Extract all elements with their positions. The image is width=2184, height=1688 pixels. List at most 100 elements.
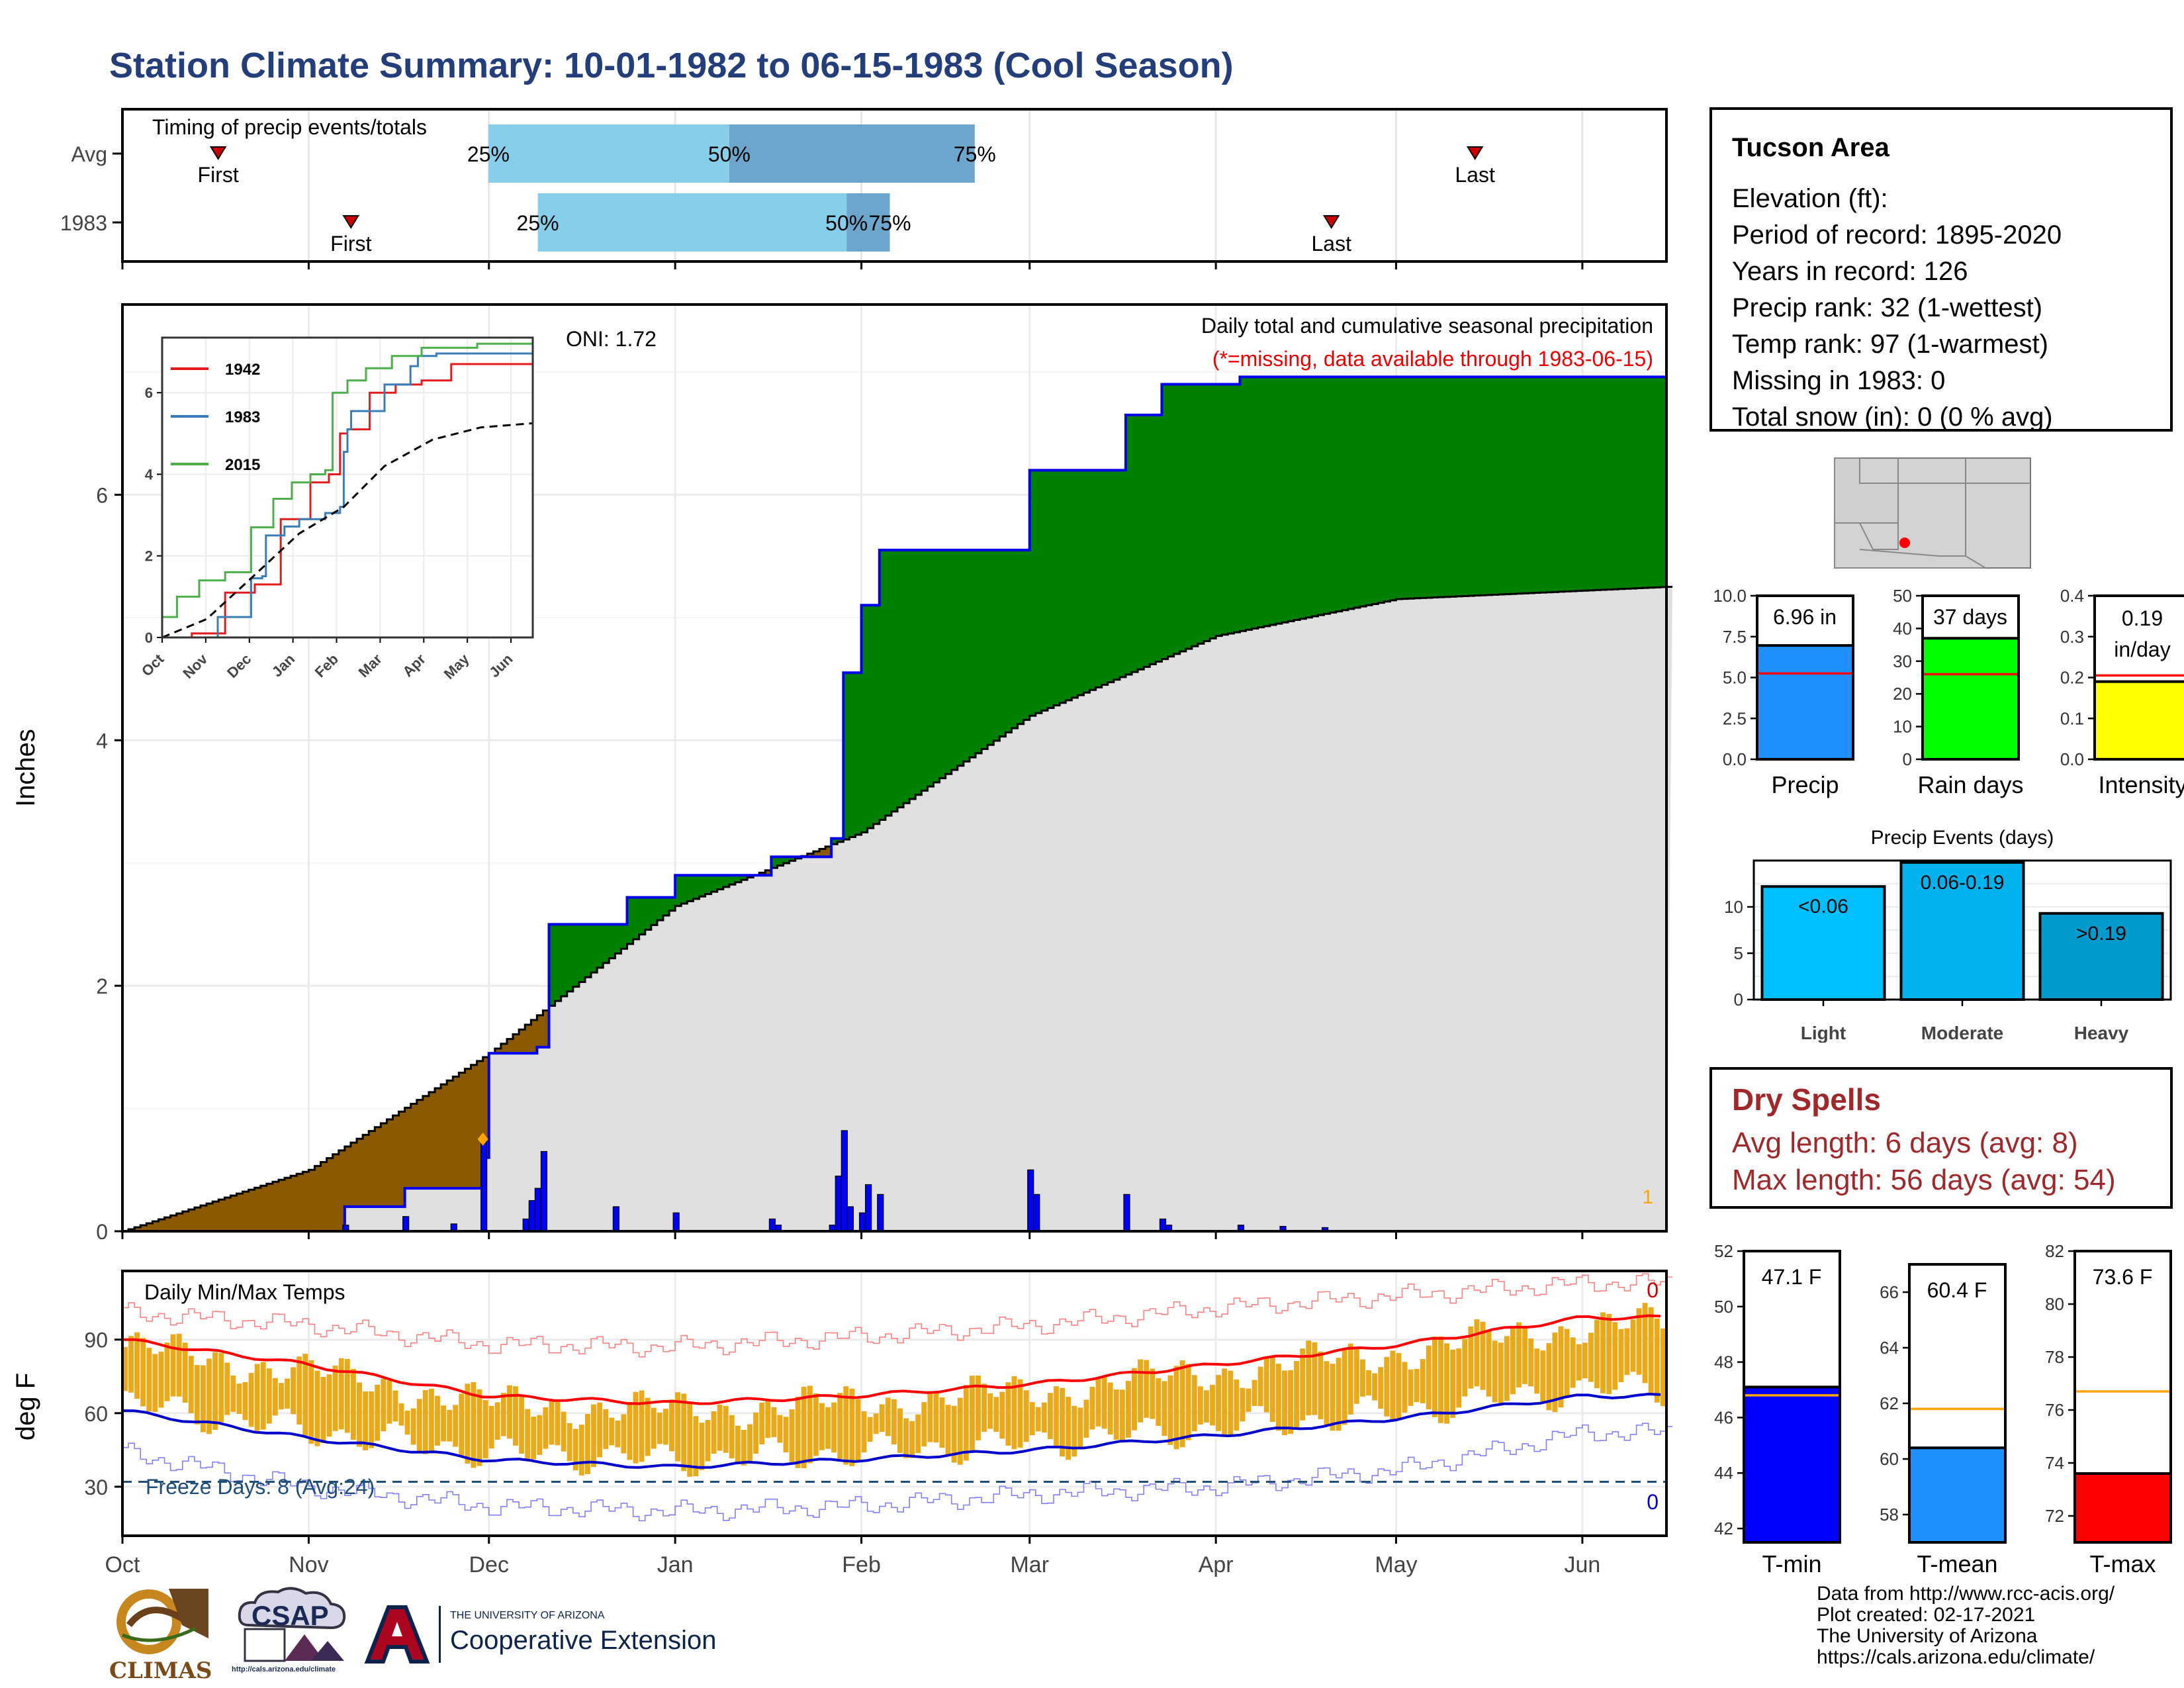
- above-average-fill: [861, 605, 868, 833]
- below-average-fill: [441, 1084, 447, 1189]
- daily-temp-bar: [441, 1405, 447, 1442]
- above-average-fill: [1119, 470, 1126, 677]
- daily-precip-bar: [835, 1175, 842, 1232]
- above-average-fill: [789, 857, 796, 861]
- temp-tmin-ytick-label: 52: [1714, 1241, 1733, 1261]
- below-average-fill: [525, 1025, 531, 1054]
- daily-temp-bar: [537, 1415, 543, 1455]
- below-average-fill: [176, 1213, 183, 1231]
- above-average-fill: [1372, 377, 1379, 604]
- below-average-fill: [164, 1217, 171, 1231]
- daily-precip-bar: [528, 1200, 535, 1232]
- timing-p75-label: 75%: [868, 211, 911, 235]
- above-average-fill: [1468, 377, 1475, 596]
- above-average-fill: [1378, 377, 1385, 603]
- daily-temp-bar: [567, 1423, 572, 1462]
- above-average-fill: [723, 875, 730, 887]
- below-average-fill: [260, 1186, 267, 1231]
- credit-line: Data from http://www.rcc-acis.org/: [1817, 1583, 2115, 1605]
- daily-temp-bar: [416, 1399, 422, 1452]
- above-average-fill: [1444, 377, 1451, 597]
- month-label: Dec: [469, 1552, 509, 1577]
- daily-temp-bar: [615, 1421, 621, 1448]
- daily-temp-bar: [387, 1380, 392, 1424]
- above-average-fill: [1504, 377, 1511, 594]
- daily-temp-bar: [1132, 1368, 1137, 1430]
- above-average-fill: [1161, 384, 1169, 659]
- timing-bar-q3: [846, 193, 890, 252]
- daily-temp-bar: [735, 1425, 741, 1464]
- below-average-fill: [506, 1039, 514, 1054]
- below-average-fill: [807, 853, 814, 857]
- above-average-fill: [1179, 384, 1187, 651]
- daily-temp-bar: [976, 1375, 981, 1440]
- below-average-fill: [291, 1176, 297, 1231]
- below-average-fill: [422, 1096, 430, 1189]
- above-average-fill: [1054, 470, 1060, 706]
- below-average-fill: [404, 1107, 412, 1189]
- station-period: Period of record: 1895-2020: [1732, 220, 2062, 250]
- inset-legend-label: 1983: [225, 408, 260, 426]
- daily-precip-bar: [534, 1188, 541, 1232]
- daily-temp-bar: [471, 1382, 477, 1468]
- daily-temp-bar: [1144, 1360, 1150, 1418]
- temp-tmax-ytick-label: 76: [2045, 1400, 2064, 1420]
- temp-tmax-ytick-label: 74: [2045, 1453, 2064, 1473]
- timing-last-label: Last: [1311, 232, 1351, 256]
- below-average-fill: [201, 1205, 207, 1231]
- below-average-fill: [242, 1192, 250, 1231]
- above-average-fill: [1600, 377, 1607, 590]
- below-average-fill: [363, 1135, 369, 1207]
- station-name: Tucson Area: [1732, 133, 1889, 162]
- csap-logo-text: CSAP: [251, 1600, 329, 1631]
- daily-temp-bar: [627, 1402, 633, 1460]
- above-average-fill: [615, 924, 622, 954]
- above-average-fill: [1324, 377, 1331, 614]
- below-average-fill: [447, 1080, 453, 1189]
- events-title: Precip Events (days): [1871, 827, 2054, 849]
- daily-temp-bar: [1636, 1308, 1642, 1375]
- daily-temp-bar: [1438, 1336, 1443, 1423]
- below-average-fill: [465, 1068, 472, 1189]
- daily-temp-bar: [705, 1420, 711, 1462]
- below-average-fill: [314, 1166, 322, 1231]
- above-average-fill: [1071, 470, 1078, 698]
- daily-temp-bar: [861, 1411, 867, 1453]
- daily-temp-bar: [1035, 1407, 1041, 1432]
- below-average-fill: [194, 1207, 201, 1231]
- daily-temp-bar: [1594, 1320, 1600, 1389]
- below-average-fill: [369, 1131, 375, 1207]
- daily-temp-bar: [482, 1400, 488, 1459]
- daily-temp-bar: [1210, 1385, 1215, 1426]
- daily-temp-bar: [777, 1415, 783, 1443]
- daily-temp-bar: [675, 1392, 681, 1462]
- daily-temp-bar: [1156, 1378, 1161, 1427]
- daily-temp-bar: [1011, 1376, 1017, 1450]
- summary-value-label: 6.96 in: [1773, 605, 1837, 629]
- above-average-fill: [963, 549, 970, 762]
- daily-temp-bar: [1306, 1340, 1312, 1416]
- above-average-fill: [777, 857, 784, 866]
- above-average-fill: [981, 549, 988, 749]
- month-label: May: [1375, 1552, 1417, 1577]
- inset-legend-label: 1942: [225, 361, 260, 379]
- station-temp-rank: Temp rank: 97 (1-warmest): [1732, 330, 2048, 359]
- daily-temp-bar: [410, 1408, 416, 1445]
- temp-tmin-ytick-label: 44: [1714, 1463, 1733, 1483]
- daily-temp-bar: [789, 1409, 795, 1462]
- temp-tmax-ytick-label: 72: [2045, 1506, 2064, 1526]
- daily-temp-bar: [1588, 1333, 1594, 1382]
- daily-precip-bar: [865, 1184, 872, 1232]
- month-label: Mar: [1010, 1552, 1049, 1577]
- crossing-marker: [477, 1132, 488, 1146]
- summary-precip-label: Precip: [1771, 771, 1839, 798]
- above-average-fill: [1210, 384, 1216, 639]
- daily-temp-bar: [987, 1393, 993, 1429]
- month-label: Jan: [657, 1552, 694, 1577]
- dry-spells-max: Max length: 56 days (avg: 54): [1732, 1164, 2116, 1196]
- below-average-fill: [500, 1043, 508, 1054]
- above-average-fill: [717, 875, 724, 890]
- month-label: Apr: [1199, 1552, 1234, 1577]
- inset-series-1942: [162, 363, 533, 639]
- daily-precip-bar: [1123, 1194, 1130, 1232]
